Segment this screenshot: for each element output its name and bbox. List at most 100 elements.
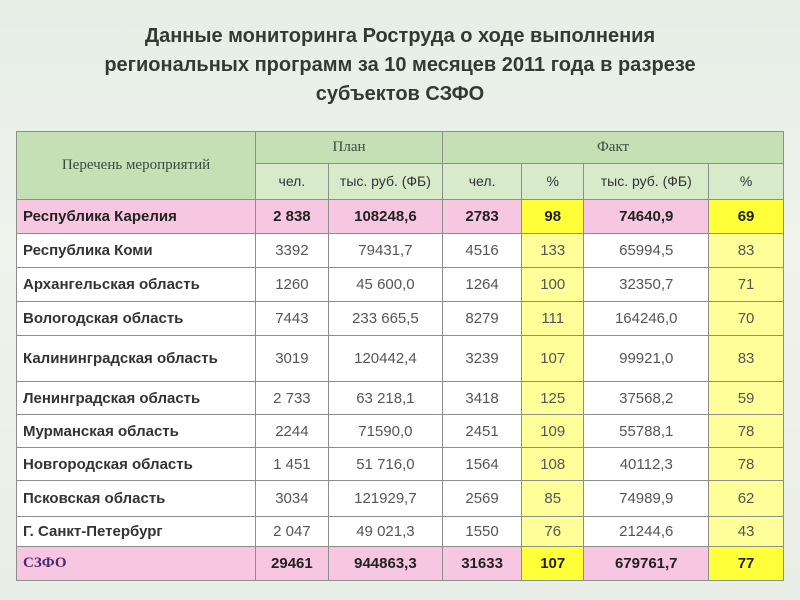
row-plan-people: 7443 xyxy=(255,301,329,336)
row-fact-money: 164246,0 xyxy=(583,301,710,336)
row-name: Вологодская область xyxy=(15,301,257,336)
title-line-2: региональных программ за 10 месяцев 2011… xyxy=(104,54,696,76)
row-fact-money: 55788,1 xyxy=(583,414,710,448)
row-plan-money: 120442,4 xyxy=(327,335,444,382)
row-fact-people: 3418 xyxy=(442,381,523,415)
row-fact-people: 4516 xyxy=(442,233,523,268)
row-plan-money: 71590,0 xyxy=(327,414,444,448)
row-fact-people: 2569 xyxy=(442,480,523,517)
row-name: Новгородская область xyxy=(15,447,257,481)
row-plan-people: 1 451 xyxy=(255,447,329,481)
row-pct2: 71 xyxy=(708,267,784,302)
row-fact-money: 37568,2 xyxy=(583,381,710,415)
monitoring-table: Перечень мероприятий План Факт чел. тыс.… xyxy=(15,131,784,581)
row-fact-money: 74640,9 xyxy=(583,199,710,234)
table-row: Калининградская область 3019 120442,4 32… xyxy=(15,335,784,382)
row-pct2: 83 xyxy=(708,335,784,382)
row-pct2: 78 xyxy=(708,447,784,481)
row-plan-money: 49 021,3 xyxy=(327,516,444,547)
row-plan-money: 63 218,1 xyxy=(327,381,444,415)
row-fact-money: 65994,5 xyxy=(583,233,710,268)
row-plan-money: 121929,7 xyxy=(327,480,444,517)
row-pct1: 109 xyxy=(521,414,585,448)
row-fact-people: 3239 xyxy=(442,335,523,382)
row-name: Мурманская область xyxy=(15,414,257,448)
row-pct1: 98 xyxy=(521,199,585,234)
row-name: Архангельская область xyxy=(15,267,257,302)
row-fact-people: 1550 xyxy=(442,516,523,547)
row-fact-people: 1564 xyxy=(442,447,523,481)
row-fact-people: 2783 xyxy=(442,199,523,234)
row-pct1: 125 xyxy=(521,381,585,415)
row-plan-people: 3019 xyxy=(255,335,329,382)
row-plan-money: 51 716,0 xyxy=(327,447,444,481)
header-fact-people: чел. xyxy=(442,163,523,200)
row-plan-money: 79431,7 xyxy=(327,233,444,268)
row-name: Псковская область xyxy=(15,480,257,517)
row-pct2: 70 xyxy=(708,301,784,336)
row-plan-people: 1260 xyxy=(255,267,329,302)
row-plan-people: 2 047 xyxy=(255,516,329,547)
row-name: Калининградская область xyxy=(15,335,257,382)
row-plan-people: 2244 xyxy=(255,414,329,448)
table-row: Архангельская область 1260 45 600,0 1264… xyxy=(15,267,784,302)
row-plan-money: 233 665,5 xyxy=(327,301,444,336)
row-pct1: 76 xyxy=(521,516,585,547)
row-pct1: 107 xyxy=(521,335,585,382)
row-pct2: 83 xyxy=(708,233,784,268)
total-fact-money: 679761,7 xyxy=(583,546,710,581)
header-fact-pct2: % xyxy=(708,163,784,200)
table-row: Вологодская область 7443 233 665,5 8279 … xyxy=(15,301,784,336)
row-pct1: 100 xyxy=(521,267,585,302)
total-fact-people: 31633 xyxy=(442,546,523,581)
header-list: Перечень мероприятий xyxy=(15,131,257,200)
total-plan-people: 29461 xyxy=(255,546,329,581)
row-pct1: 85 xyxy=(521,480,585,517)
row-plan-people: 3392 xyxy=(255,233,329,268)
header-fact-money: тыс. руб. (ФБ) xyxy=(583,163,710,200)
total-pct2: 77 xyxy=(708,546,784,581)
row-pct2: 69 xyxy=(708,199,784,234)
row-pct2: 78 xyxy=(708,414,784,448)
header-fact: Факт xyxy=(442,131,784,164)
row-plan-people: 3034 xyxy=(255,480,329,517)
row-plan-people: 2 733 xyxy=(255,381,329,415)
row-plan-people: 2 838 xyxy=(255,199,329,234)
row-fact-money: 74989,9 xyxy=(583,480,710,517)
row-name: Республика Карелия xyxy=(15,199,257,234)
row-fact-money: 32350,7 xyxy=(583,267,710,302)
row-name: Г. Санкт-Петербург xyxy=(15,516,257,547)
row-name: Ленинградская область xyxy=(15,381,257,415)
row-fact-people: 8279 xyxy=(442,301,523,336)
table-row: Ленинградская область 2 733 63 218,1 341… xyxy=(15,381,784,415)
row-fact-money: 99921,0 xyxy=(583,335,710,382)
row-pct2: 59 xyxy=(708,381,784,415)
row-pct2: 62 xyxy=(708,480,784,517)
page-title: Данные мониторинга Роструда о ходе выпол… xyxy=(0,22,800,109)
row-pct1: 133 xyxy=(521,233,585,268)
total-row: СЗФО 29461 944863,3 31633 107 679761,7 7… xyxy=(15,546,784,581)
row-plan-money: 108248,6 xyxy=(327,199,444,234)
total-name: СЗФО xyxy=(15,546,257,581)
row-fact-money: 21244,6 xyxy=(583,516,710,547)
table-row: Псковская область 3034 121929,7 2569 85 … xyxy=(15,480,784,517)
table-row: Мурманская область 2244 71590,0 2451 109… xyxy=(15,414,784,448)
table-row: Новгородская область 1 451 51 716,0 1564… xyxy=(15,447,784,481)
total-plan-money: 944863,3 xyxy=(327,546,444,581)
row-name: Республика Коми xyxy=(15,233,257,268)
table-row: Г. Санкт-Петербург 2 047 49 021,3 1550 7… xyxy=(15,516,784,547)
total-pct1: 107 xyxy=(521,546,585,581)
header-plan: План xyxy=(255,131,444,164)
table-row: Республика Коми 3392 79431,7 4516 133 65… xyxy=(15,233,784,268)
title-line-3: субъектов СЗФО xyxy=(315,83,485,105)
row-fact-people: 1264 xyxy=(442,267,523,302)
row-fact-people: 2451 xyxy=(442,414,523,448)
row-pct1: 111 xyxy=(521,301,585,336)
header-plan-money: тыс. руб. (ФБ) xyxy=(327,163,444,200)
row-plan-money: 45 600,0 xyxy=(327,267,444,302)
title-line-1: Данные мониторинга Роструда о ходе выпол… xyxy=(144,25,656,47)
row-pct2: 43 xyxy=(708,516,784,547)
row-fact-money: 40112,3 xyxy=(583,447,710,481)
row-pct1: 108 xyxy=(521,447,585,481)
table-row: Республика Карелия 2 838 108248,6 2783 9… xyxy=(15,199,784,234)
